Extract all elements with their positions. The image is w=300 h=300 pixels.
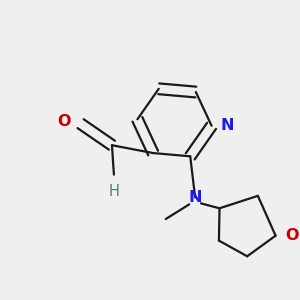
Text: O: O [285, 228, 299, 243]
Text: N: N [220, 118, 234, 133]
Text: N: N [188, 190, 202, 205]
Text: H: H [109, 184, 119, 200]
Text: O: O [57, 114, 71, 129]
